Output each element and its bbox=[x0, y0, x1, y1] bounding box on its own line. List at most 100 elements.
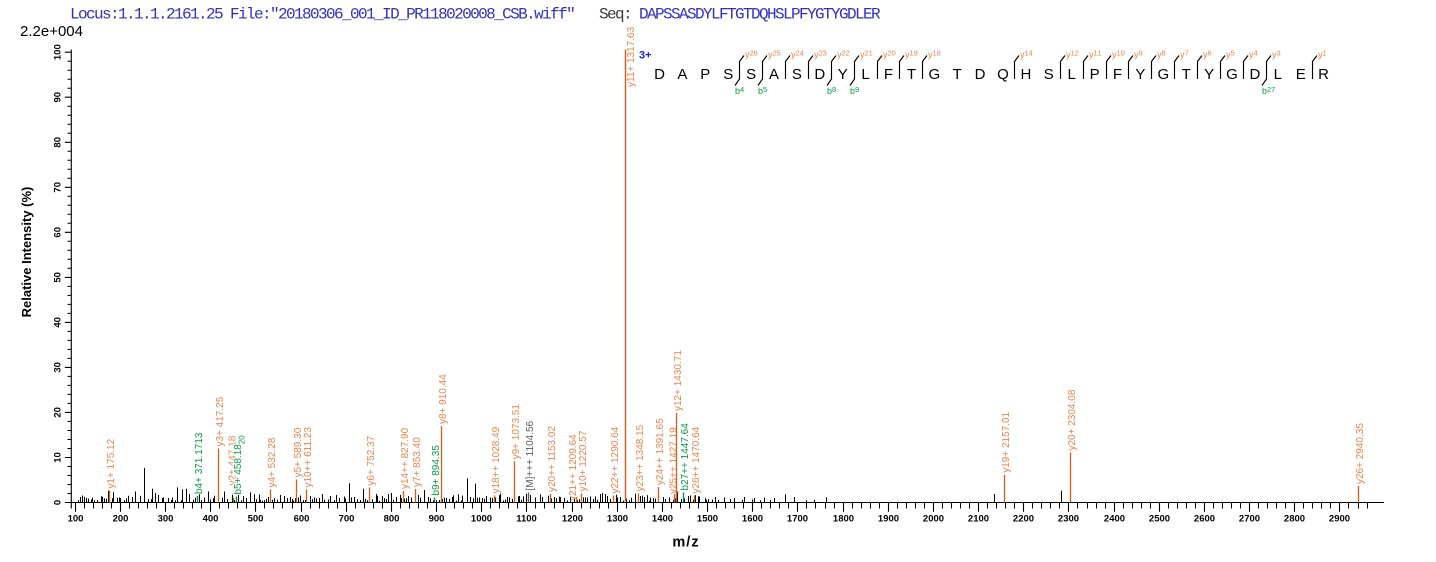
svg-text:y9+ 1073.51: y9+ 1073.51 bbox=[511, 404, 522, 460]
svg-text:Q: Q bbox=[997, 66, 1009, 83]
svg-text:2900: 2900 bbox=[1329, 514, 1350, 525]
svg-text:y20+ 2304.08: y20+ 2304.08 bbox=[1067, 389, 1078, 450]
svg-text:y12: y12 bbox=[1066, 48, 1079, 59]
svg-text:2600: 2600 bbox=[1194, 514, 1215, 525]
svg-text:y25: y25 bbox=[768, 48, 781, 59]
svg-text:y14: y14 bbox=[1020, 48, 1033, 59]
svg-text:y23++ 1348.15: y23++ 1348.15 bbox=[635, 424, 646, 491]
svg-text:1900: 1900 bbox=[878, 514, 899, 525]
svg-text:y4+ 532.28: y4+ 532.28 bbox=[267, 437, 278, 487]
svg-text:E: E bbox=[1296, 66, 1306, 83]
svg-text:1100: 1100 bbox=[516, 514, 537, 525]
svg-text:D: D bbox=[654, 66, 665, 83]
svg-text:b8: b8 bbox=[827, 85, 836, 96]
svg-text:90: 90 bbox=[53, 92, 64, 103]
svg-text:y5: y5 bbox=[1226, 48, 1235, 59]
svg-text:100: 100 bbox=[53, 44, 64, 60]
svg-text:1000: 1000 bbox=[471, 514, 492, 525]
svg-text:3+: 3+ bbox=[639, 50, 652, 62]
svg-text:1500: 1500 bbox=[697, 514, 718, 525]
svg-text:F: F bbox=[884, 66, 893, 83]
svg-text:Y: Y bbox=[1135, 66, 1145, 83]
svg-text:H: H bbox=[1020, 66, 1031, 83]
svg-text:T: T bbox=[907, 66, 916, 83]
svg-text:600: 600 bbox=[294, 514, 310, 525]
svg-text:2400: 2400 bbox=[1104, 514, 1125, 525]
svg-text:2300: 2300 bbox=[1058, 514, 1079, 525]
svg-text:1800: 1800 bbox=[833, 514, 854, 525]
svg-text:2.2e+004: 2.2e+004 bbox=[20, 23, 83, 40]
svg-text:y26+ 2940.35: y26+ 2940.35 bbox=[1355, 423, 1366, 484]
svg-text:300: 300 bbox=[158, 514, 174, 525]
svg-text:y3: y3 bbox=[1272, 48, 1281, 59]
svg-text:b5: b5 bbox=[758, 85, 767, 96]
svg-text:2200: 2200 bbox=[1013, 514, 1034, 525]
svg-text:y12+ 1430.71: y12+ 1430.71 bbox=[673, 350, 684, 411]
svg-text:y22: y22 bbox=[837, 48, 850, 59]
svg-text:y22++ 1290.64: y22++ 1290.64 bbox=[610, 426, 621, 493]
svg-text:y1: y1 bbox=[1318, 48, 1327, 59]
svg-text:1300: 1300 bbox=[607, 514, 628, 525]
svg-text:b9+ 894.35: b9+ 894.35 bbox=[431, 445, 442, 496]
svg-text:y8: y8 bbox=[1157, 48, 1166, 59]
svg-text:y19: y19 bbox=[905, 48, 918, 59]
svg-text:S: S bbox=[1044, 66, 1054, 83]
svg-text:2000: 2000 bbox=[923, 514, 944, 525]
svg-text:40: 40 bbox=[53, 317, 64, 328]
svg-text:1600: 1600 bbox=[742, 514, 763, 525]
svg-text:b27: b27 bbox=[1262, 85, 1275, 96]
svg-text:DAPSSASDYLFTGTDQHSLPFYGTYGDLER: DAPSSASDYLFTGTDQHSLPFYGTYGDLER bbox=[639, 6, 881, 24]
svg-text:y7: y7 bbox=[1180, 48, 1189, 59]
svg-text:L: L bbox=[1274, 66, 1282, 83]
svg-text:1400: 1400 bbox=[652, 514, 673, 525]
svg-text:50: 50 bbox=[53, 272, 64, 283]
svg-text:F: F bbox=[1113, 66, 1122, 83]
svg-text:b27++ 1447.64: b27++ 1447.64 bbox=[680, 423, 691, 491]
svg-text:y1+ 175.12: y1+ 175.12 bbox=[106, 438, 117, 488]
svg-text:100: 100 bbox=[68, 514, 84, 525]
svg-text:10: 10 bbox=[53, 452, 64, 463]
svg-text:y14++ 827.90: y14++ 827.90 bbox=[400, 427, 411, 489]
svg-text:2100: 2100 bbox=[968, 514, 989, 525]
svg-text:A: A bbox=[769, 66, 779, 83]
svg-text:y18: y18 bbox=[928, 48, 941, 59]
svg-text:1200: 1200 bbox=[562, 514, 583, 525]
svg-text:y20++ 1153.02: y20++ 1153.02 bbox=[547, 426, 558, 492]
svg-text:y19+ 2157.01: y19+ 2157.01 bbox=[1001, 411, 1012, 472]
svg-text:y26: y26 bbox=[745, 48, 758, 59]
svg-text:y9: y9 bbox=[1134, 48, 1143, 59]
svg-text:Y: Y bbox=[838, 66, 848, 83]
svg-text:Seq:: Seq: bbox=[599, 6, 631, 24]
svg-text:y20: y20 bbox=[883, 48, 896, 59]
svg-text:800: 800 bbox=[384, 514, 400, 525]
svg-text:y10+ 1220.57: y10+ 1220.57 bbox=[578, 430, 589, 491]
svg-text:y10++ 611.23: y10++ 611.23 bbox=[303, 427, 314, 488]
svg-text:T: T bbox=[1182, 66, 1191, 83]
svg-text:y8+ 910.44: y8+ 910.44 bbox=[438, 374, 449, 424]
svg-text:R: R bbox=[1318, 66, 1329, 83]
svg-text:b5+ 458.1820: b5+ 458.1820 bbox=[233, 435, 247, 495]
svg-text:Y: Y bbox=[1204, 66, 1214, 83]
svg-text:D: D bbox=[814, 66, 825, 83]
svg-text:y6: y6 bbox=[1203, 48, 1212, 59]
svg-text:2800: 2800 bbox=[1284, 514, 1305, 525]
svg-text:S: S bbox=[746, 66, 756, 83]
svg-text:G: G bbox=[1157, 66, 1169, 83]
svg-text:y11+ 1317.63: y11+ 1317.63 bbox=[626, 26, 637, 87]
svg-text:30: 30 bbox=[53, 362, 64, 373]
svg-text:y24++ 1391.65: y24++ 1391.65 bbox=[655, 418, 666, 485]
svg-text:Relative Intensity (%): Relative Intensity (%) bbox=[19, 187, 34, 318]
svg-text:P: P bbox=[1090, 66, 1100, 83]
svg-text:[M]+++ 1104.56: [M]+++ 1104.56 bbox=[525, 420, 536, 490]
svg-text:20: 20 bbox=[53, 407, 64, 418]
svg-text:m/z: m/z bbox=[672, 535, 699, 551]
svg-text:y24: y24 bbox=[791, 48, 804, 59]
svg-text:T: T bbox=[953, 66, 962, 83]
svg-text:A: A bbox=[677, 66, 687, 83]
svg-text:70: 70 bbox=[53, 182, 64, 193]
svg-text:G: G bbox=[928, 66, 940, 83]
svg-text:y25++ 1427.19: y25++ 1427.19 bbox=[669, 427, 680, 494]
svg-text:y4: y4 bbox=[1249, 48, 1258, 59]
svg-text:500: 500 bbox=[248, 514, 264, 525]
svg-text:y26++ 1470.64: y26++ 1470.64 bbox=[691, 426, 702, 493]
